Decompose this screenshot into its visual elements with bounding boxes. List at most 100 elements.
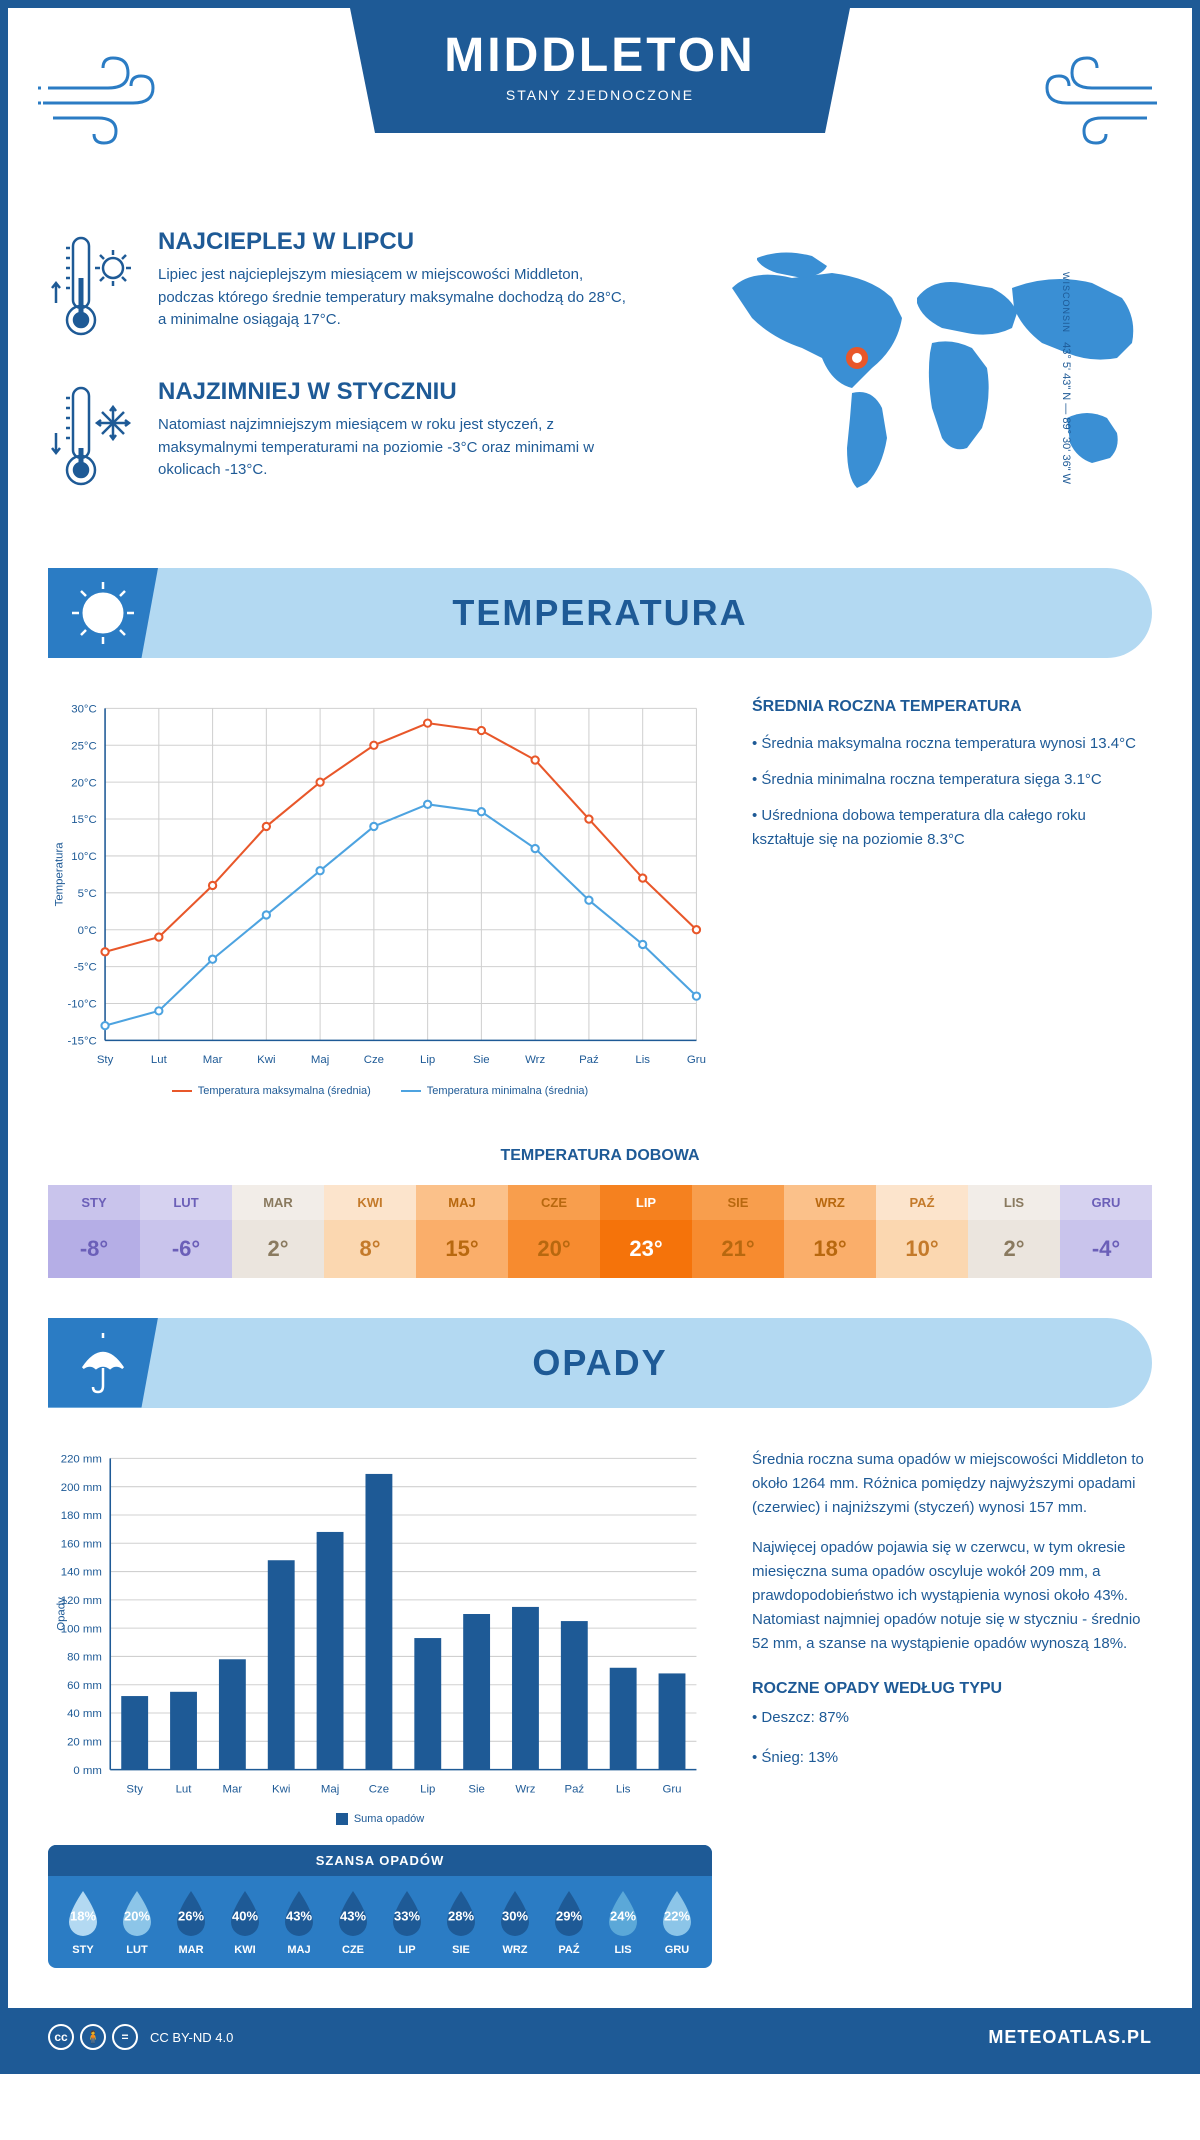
svg-text:Temperatura: Temperatura <box>54 842 66 907</box>
thermometer-hot-icon <box>48 228 138 348</box>
chance-col: 29% PAŹ <box>542 1888 596 1956</box>
daily-temp-table: STY -8°LUT -6°MAR 2°KWI 8°MAJ 15°CZE 20°… <box>48 1185 1152 1278</box>
svg-text:Gru: Gru <box>687 1054 706 1066</box>
svg-text:Cze: Cze <box>369 1783 389 1795</box>
precip-type-title: ROCZNE OPADY WEDŁUG TYPU <box>752 1680 1152 1698</box>
precipitation-legend: Suma opadów <box>48 1813 712 1825</box>
svg-text:Sie: Sie <box>473 1054 490 1066</box>
temp-bullet-1: • Średnia minimalna roczna temperatura s… <box>752 768 1152 792</box>
coordinates: WISCONSIN 43° 5' 43" N — 89° 30' 36" W <box>1060 272 1072 484</box>
svg-text:220 mm: 220 mm <box>61 1453 102 1465</box>
precipitation-chance-table: SZANSA OPADÓW 18% STY 20% LUT 26% MAR 40… <box>48 1845 712 1968</box>
intro-section: NAJCIEPLEJ W LIPCU Lipiec jest najcieple… <box>8 208 1192 568</box>
warmest-title: NAJCIEPLEJ W LIPCU <box>158 228 632 256</box>
temperature-legend: Temperatura maksymalna (średnia) Tempera… <box>48 1085 712 1097</box>
temperature-info: ŚREDNIA ROCZNA TEMPERATURA • Średnia mak… <box>752 698 1152 1097</box>
chance-col: 20% LUT <box>110 1888 164 1956</box>
precipitation-info: Średnia roczna suma opadów w miejscowośc… <box>752 1448 1152 1969</box>
daily-temp-col: STY -8° <box>48 1185 140 1278</box>
precip-text-1: Średnia roczna suma opadów w miejscowośc… <box>752 1448 1152 1520</box>
svg-text:-5°C: -5°C <box>74 962 97 974</box>
svg-text:Sie: Sie <box>468 1783 485 1795</box>
svg-text:Paź: Paź <box>579 1054 599 1066</box>
chance-title: SZANSA OPADÓW <box>48 1845 712 1876</box>
svg-text:20°C: 20°C <box>71 777 96 789</box>
svg-text:140 mm: 140 mm <box>61 1566 102 1578</box>
warmest-block: NAJCIEPLEJ W LIPCU Lipiec jest najcieple… <box>48 228 632 348</box>
svg-text:Gru: Gru <box>663 1783 682 1795</box>
svg-text:40 mm: 40 mm <box>67 1708 102 1720</box>
daily-temp-col: LIS 2° <box>968 1185 1060 1278</box>
coldest-block: NAJZIMNIEJ W STYCZNIU Natomiast najzimni… <box>48 378 632 498</box>
chance-col: 26% MAR <box>164 1888 218 1956</box>
svg-text:Mar: Mar <box>203 1054 223 1066</box>
world-map <box>672 228 1152 508</box>
svg-text:Lis: Lis <box>635 1054 650 1066</box>
svg-text:60 mm: 60 mm <box>67 1679 102 1691</box>
temperature-section-header: TEMPERATURA <box>48 568 1152 658</box>
precip-rain: • Deszcz: 87% <box>752 1706 1152 1730</box>
svg-text:Mar: Mar <box>223 1783 243 1795</box>
svg-text:160 mm: 160 mm <box>61 1538 102 1550</box>
chance-col: 24% LIS <box>596 1888 650 1956</box>
page-header: MIDDLETON STANY ZJEDNOCZONE <box>8 8 1192 208</box>
svg-text:Cze: Cze <box>364 1054 384 1066</box>
svg-text:Sty: Sty <box>97 1054 114 1066</box>
wind-icon-right <box>1022 48 1162 148</box>
wind-icon-left <box>38 48 178 148</box>
daily-temp-col: LIP 23° <box>600 1185 692 1278</box>
svg-text:Wrz: Wrz <box>515 1783 535 1795</box>
svg-text:15°C: 15°C <box>71 814 96 826</box>
daily-temp-title: TEMPERATURA DOBOWA <box>8 1147 1192 1165</box>
svg-text:Lut: Lut <box>176 1783 193 1795</box>
daily-temp-col: SIE 21° <box>692 1185 784 1278</box>
page-footer: cc 🧍 = CC BY-ND 4.0 METEOATLAS.PL <box>8 2008 1192 2066</box>
precipitation-chart: 0 mm20 mm40 mm60 mm80 mm100 mm120 mm140 … <box>48 1448 712 1826</box>
daily-temp-col: GRU -4° <box>1060 1185 1152 1278</box>
svg-text:Kwi: Kwi <box>272 1783 290 1795</box>
precipitation-title: OPADY <box>532 1342 667 1384</box>
chance-col: 40% KWI <box>218 1888 272 1956</box>
daily-temp-col: MAR 2° <box>232 1185 324 1278</box>
svg-text:0 mm: 0 mm <box>73 1764 102 1776</box>
by-icon: 🧍 <box>80 2024 106 2050</box>
cc-icons: cc 🧍 = <box>48 2024 138 2050</box>
svg-text:-15°C: -15°C <box>67 1036 96 1048</box>
daily-temp-col: CZE 20° <box>508 1185 600 1278</box>
svg-text:180 mm: 180 mm <box>61 1510 102 1522</box>
svg-text:Kwi: Kwi <box>257 1054 275 1066</box>
svg-text:-10°C: -10°C <box>67 999 96 1011</box>
svg-text:Opady: Opady <box>56 1596 68 1630</box>
svg-text:25°C: 25°C <box>71 740 96 752</box>
chance-col: 18% STY <box>56 1888 110 1956</box>
country-subtitle: STANY ZJEDNOCZONE <box>430 87 770 103</box>
svg-text:Lis: Lis <box>616 1783 631 1795</box>
daily-temp-col: PAŹ 10° <box>876 1185 968 1278</box>
precipitation-section-header: OPADY <box>48 1318 1152 1408</box>
svg-text:Lip: Lip <box>420 1054 435 1066</box>
city-title: MIDDLETON <box>430 28 770 83</box>
umbrella-icon <box>48 1318 158 1408</box>
svg-text:Wrz: Wrz <box>525 1054 545 1066</box>
license-text: CC BY-ND 4.0 <box>150 2030 233 2045</box>
svg-text:Paź: Paź <box>564 1783 584 1795</box>
temperature-title: TEMPERATURA <box>452 592 747 634</box>
temp-info-title: ŚREDNIA ROCZNA TEMPERATURA <box>752 698 1152 716</box>
chance-col: 28% SIE <box>434 1888 488 1956</box>
svg-text:10°C: 10°C <box>71 851 96 863</box>
temp-bullet-0: • Średnia maksymalna roczna temperatura … <box>752 732 1152 756</box>
coldest-title: NAJZIMNIEJ W STYCZNIU <box>158 378 632 406</box>
thermometer-cold-icon <box>48 378 138 498</box>
chance-col: 33% LIP <box>380 1888 434 1956</box>
daily-temp-col: KWI 8° <box>324 1185 416 1278</box>
warmest-text: Lipiec jest najcieplejszym miesiącem w m… <box>158 264 632 332</box>
temp-bullet-2: • Uśredniona dobowa temperatura dla całe… <box>752 804 1152 852</box>
daily-temp-col: LUT -6° <box>140 1185 232 1278</box>
temperature-chart: -15°C-10°C-5°C0°C5°C10°C15°C20°C25°C30°C… <box>48 698 712 1097</box>
location-marker <box>849 350 865 366</box>
svg-text:Maj: Maj <box>311 1054 329 1066</box>
svg-text:5°C: 5°C <box>78 888 97 900</box>
svg-text:Lip: Lip <box>420 1783 435 1795</box>
chance-col: 30% WRZ <box>488 1888 542 1956</box>
svg-text:Lut: Lut <box>151 1054 168 1066</box>
